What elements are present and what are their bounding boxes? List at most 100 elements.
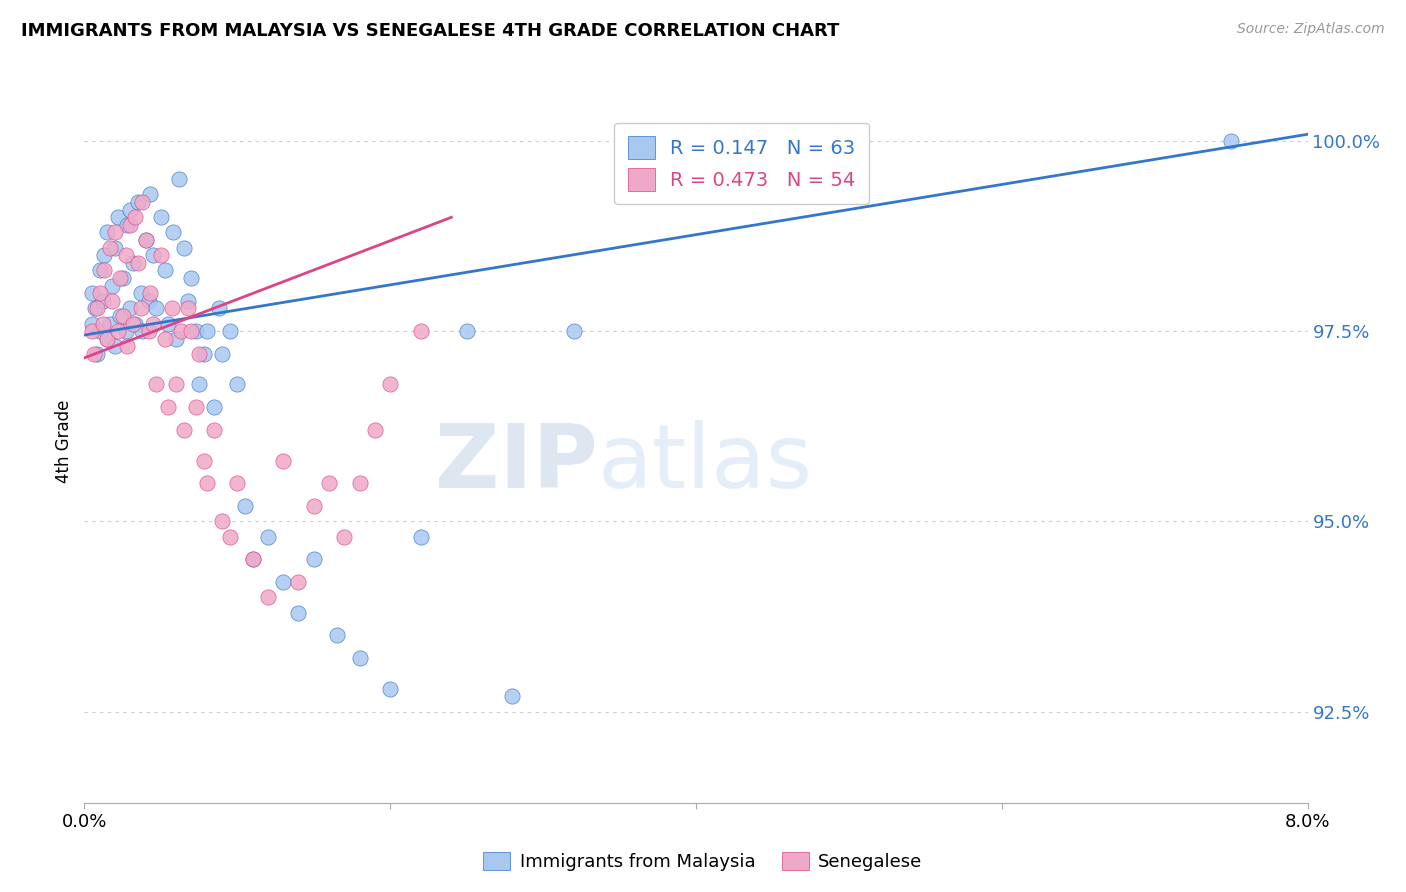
Point [104,339,127,353]
Point [218,324,240,338]
Point [193,347,215,361]
Point [157,317,180,331]
Point [271,575,294,590]
Point [287,606,309,620]
Point [211,347,233,361]
Point [157,401,180,415]
Point [562,324,585,338]
Point [120,202,142,217]
Point [131,194,153,209]
Text: IMMIGRANTS FROM MALAYSIA VS SENEGALESE 4TH GRADE CORRELATION CHART: IMMIGRANTS FROM MALAYSIA VS SENEGALESE 4… [21,22,839,40]
Point [80,286,103,301]
Point [165,332,187,346]
Point [93,263,115,277]
Point [257,591,280,605]
Point [108,309,131,323]
Y-axis label: 4th Grade: 4th Grade [55,400,73,483]
Point [165,377,187,392]
Point [167,172,190,186]
Point [83,347,105,361]
Point [93,248,115,262]
Point [380,681,402,696]
Point [111,309,134,323]
Point [80,317,103,331]
Point [208,301,231,316]
Point [129,286,152,301]
Point [502,690,524,704]
Point [325,628,347,642]
Point [242,552,264,566]
Point [115,218,138,232]
Point [122,317,145,331]
Point [226,476,249,491]
Point [96,332,118,346]
Point [114,324,136,338]
Point [98,241,121,255]
Point [155,263,177,277]
Point [193,453,215,467]
Point [188,377,211,392]
Point [142,248,165,262]
Point [115,339,138,353]
Point [380,377,402,392]
Point [114,248,136,262]
Point [120,301,142,316]
Point [89,324,111,338]
Point [162,226,184,240]
Point [242,552,264,566]
Point [122,256,145,270]
Point [202,401,225,415]
Point [135,233,157,247]
Point [91,293,114,308]
Point [127,256,149,270]
Point [145,301,167,316]
Point [302,499,325,513]
Point [149,210,172,224]
Point [84,301,107,316]
Point [101,293,124,308]
Point [180,271,202,285]
Point [302,552,325,566]
Point [107,210,129,224]
Point [127,194,149,209]
Point [139,187,162,202]
Point [138,293,160,308]
Point [170,324,193,338]
Point [108,271,131,285]
Point [349,476,371,491]
Point [202,423,225,437]
Point [86,301,108,316]
Point [318,476,340,491]
Point [184,324,207,338]
Point [218,530,240,544]
Point [149,248,172,262]
Point [86,347,108,361]
Legend: R = 0.147   N = 63, R = 0.473   N = 54: R = 0.147 N = 63, R = 0.473 N = 54 [614,122,869,204]
Point [271,453,294,467]
Point [180,324,202,338]
Legend: Immigrants from Malaysia, Senegalese: Immigrants from Malaysia, Senegalese [477,845,929,879]
Point [104,226,127,240]
Point [89,286,111,301]
Point [173,423,195,437]
Point [91,317,114,331]
Point [104,241,127,255]
Point [177,301,200,316]
Point [96,226,118,240]
Point [456,324,478,338]
Point [1220,134,1243,148]
Point [131,324,153,338]
Point [107,324,129,338]
Point [364,423,387,437]
Point [188,347,211,361]
Point [333,530,356,544]
Point [120,218,142,232]
Point [349,651,371,665]
Text: atlas: atlas [598,420,813,507]
Point [287,575,309,590]
Text: Source: ZipAtlas.com: Source: ZipAtlas.com [1237,22,1385,37]
Point [409,530,432,544]
Point [139,286,162,301]
Point [135,233,157,247]
Point [98,317,121,331]
